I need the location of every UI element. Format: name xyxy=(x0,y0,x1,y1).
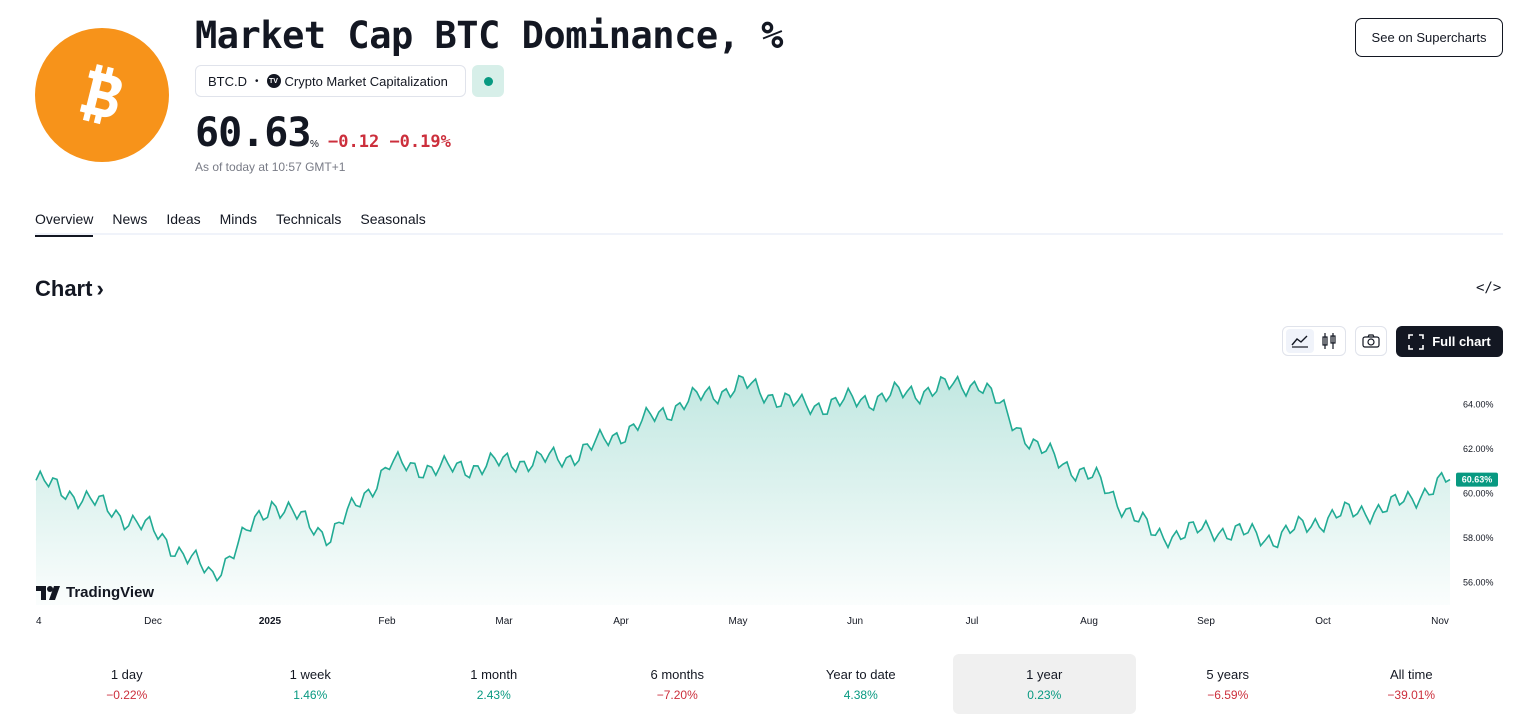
chart-series-line xyxy=(35,374,1451,583)
perf-label: 1 year xyxy=(1026,666,1063,682)
y-tick-label: 56.00% xyxy=(1463,578,1494,588)
tab-technicals[interactable]: Technicals xyxy=(275,211,342,227)
perf-value: −7.20% xyxy=(656,687,698,702)
perf-label: 5 years xyxy=(1206,666,1250,682)
price-unit: % xyxy=(310,139,319,150)
x-tick-label: Feb xyxy=(378,616,396,627)
chevron-right-icon: › xyxy=(96,276,104,301)
chart-style-toggle xyxy=(1282,326,1346,356)
separator-dot-icon: • xyxy=(255,75,259,87)
y-tick-label: 62.00% xyxy=(1463,444,1494,454)
perf-value: −39.01% xyxy=(1387,687,1436,702)
tab-seasonals[interactable]: Seasonals xyxy=(360,211,426,227)
perf-1-day[interactable]: 1 day −0.22% xyxy=(35,654,219,714)
as-of-timestamp: As of today at 10:57 GMT+1 xyxy=(195,160,346,174)
perf-label: All time xyxy=(1389,666,1433,682)
y-tick-label: 64.00% xyxy=(1463,400,1494,410)
last-value-label: 60.63% xyxy=(1462,475,1493,485)
tradingview-logo-icon xyxy=(36,585,60,600)
section-title: Chart xyxy=(35,276,93,301)
camera-icon[interactable] xyxy=(1355,326,1387,356)
x-tick-label: Jul xyxy=(966,616,979,627)
perf-value: 2.43% xyxy=(476,687,511,702)
perf-value: −0.22% xyxy=(106,687,148,702)
perf-6-months[interactable]: 6 months −7.20% xyxy=(586,654,770,714)
x-tick-label: 2025 xyxy=(259,616,282,627)
full-chart-label: Full chart xyxy=(1432,334,1491,349)
x-tick-label: Sep xyxy=(1197,616,1215,627)
perf-year-to-date[interactable]: Year to date 4.38% xyxy=(769,654,953,714)
see-on-supercharts-button[interactable]: See on Supercharts xyxy=(1355,18,1503,57)
tab-overview[interactable]: Overview xyxy=(35,204,94,237)
embed-code-icon[interactable]: </> xyxy=(1476,280,1502,296)
x-tick-label: Aug xyxy=(1080,616,1098,627)
candlestick-icon[interactable] xyxy=(1315,329,1343,353)
perf-1-year[interactable]: 1 year 0.23% xyxy=(952,654,1136,714)
x-tick-label: Nov xyxy=(1431,616,1449,627)
performance-bar: 1 day −0.22% 1 week 1.46% 1 month 2.43% … xyxy=(35,654,1503,714)
change-pct: −0.19% xyxy=(389,132,451,152)
perf-1-week[interactable]: 1 week 1.46% xyxy=(219,654,403,714)
page-title: Market Cap BTC Dominance, % xyxy=(195,14,783,57)
tab-bar: Overview News Ideas Minds Technicals Sea… xyxy=(35,204,1503,237)
x-tick-label: Apr xyxy=(613,616,629,627)
price-change: −0.12 −0.19% xyxy=(328,132,451,152)
symbol-ticker: BTC.D xyxy=(208,73,247,89)
tradingview-watermark: TradingView xyxy=(36,584,154,601)
x-tick-label: May xyxy=(729,616,748,627)
perf-label: 6 months xyxy=(650,666,704,682)
full-chart-button[interactable]: Full chart xyxy=(1396,326,1503,357)
symbol-source: Crypto Market Capitalization xyxy=(284,73,448,89)
x-tick-label: Oct xyxy=(1315,616,1331,627)
tab-news[interactable]: News xyxy=(112,211,148,227)
perf-label: 1 month xyxy=(470,666,518,682)
perf-1-month[interactable]: 1 month 2.43% xyxy=(402,654,586,714)
x-tick-label: Mar xyxy=(495,616,513,627)
last-value-badge xyxy=(1456,472,1498,487)
x-tick-label: 4 xyxy=(36,616,42,627)
y-tick-label: 58.00% xyxy=(1463,533,1494,543)
tab-minds[interactable]: Minds xyxy=(219,211,257,227)
perf-value: −6.59% xyxy=(1207,687,1249,702)
area-chart-icon[interactable] xyxy=(1285,329,1314,353)
symbol-pill[interactable]: BTC.D • TV Crypto Market Capitalization xyxy=(195,65,466,97)
perf-label: Year to date xyxy=(825,666,896,682)
perf-all-time[interactable]: All time −39.01% xyxy=(1320,654,1504,714)
bitcoin-logo-icon xyxy=(35,28,169,162)
chart-svg: 4 Dec 2025 Feb Mar Apr May Jun Jul Aug Sep Oct Nov 6… xyxy=(35,374,1498,627)
market-status-icon[interactable] xyxy=(472,65,504,97)
tradingview-badge-icon: TV xyxy=(266,74,281,88)
perf-label: 1 week xyxy=(289,666,331,682)
perf-label: 1 day xyxy=(110,666,143,682)
x-tick-label: Jun xyxy=(847,616,863,627)
chart-area-fill xyxy=(36,375,1450,605)
fullscreen-icon xyxy=(1408,333,1425,350)
perf-5-years[interactable]: 5 years −6.59% xyxy=(1136,654,1320,714)
tab-ideas[interactable]: Ideas xyxy=(166,211,201,227)
x-tick-label: Dec xyxy=(144,616,162,627)
price-value: 60.63 xyxy=(195,110,311,156)
price-chart[interactable]: 4 Dec 2025 Feb Mar Apr May Jun Jul Aug Sep Oct Nov 6… xyxy=(0,360,1525,635)
perf-value: 1.46% xyxy=(293,687,328,702)
chart-section-link[interactable]: Chart › xyxy=(35,276,104,302)
perf-value: 4.38% xyxy=(843,687,878,702)
y-tick-label: 60.00% xyxy=(1463,489,1494,499)
bitcoin-glyph xyxy=(79,64,122,125)
change-abs: −0.12 xyxy=(328,132,380,152)
brand-name: TradingView xyxy=(66,584,155,601)
perf-value: 0.23% xyxy=(1027,687,1062,702)
